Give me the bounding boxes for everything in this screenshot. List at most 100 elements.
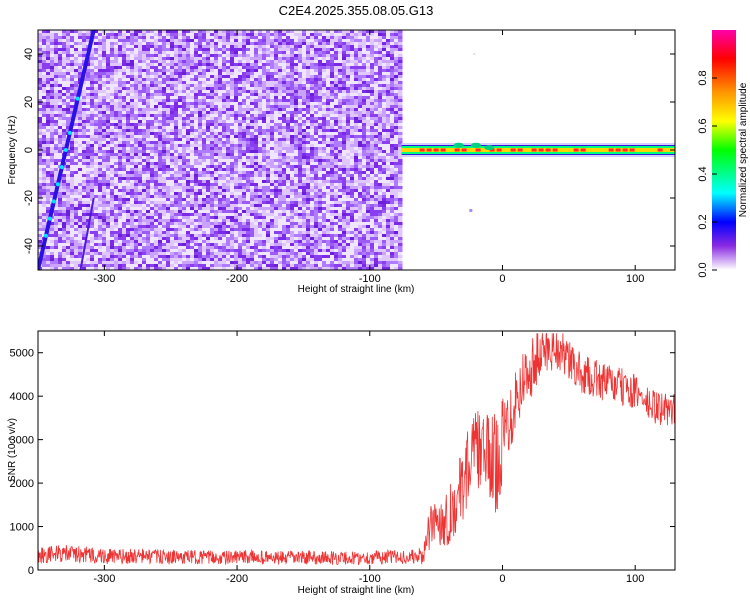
spectrogram-cell bbox=[222, 189, 227, 193]
spectrogram-cell bbox=[78, 129, 83, 133]
spectrogram-cell bbox=[302, 153, 307, 157]
spectrogram-cell bbox=[170, 126, 175, 130]
spectrogram-cell bbox=[306, 156, 311, 160]
spectrogram-cell bbox=[234, 171, 239, 175]
spectrogram-cell bbox=[74, 156, 79, 160]
spectrogram-cell bbox=[38, 66, 43, 70]
spectrogram-cell bbox=[62, 72, 67, 76]
spectrogram-cell bbox=[202, 186, 207, 190]
spectrogram-cell bbox=[182, 150, 187, 154]
spectrogram-cell bbox=[358, 90, 363, 94]
spectrogram-cell bbox=[294, 33, 299, 37]
spectrogram-cell bbox=[198, 177, 203, 181]
spectrogram-cell bbox=[290, 180, 295, 184]
spectrogram-cell bbox=[378, 75, 383, 79]
spectrogram-cell bbox=[54, 93, 59, 97]
spectrogram-cell bbox=[62, 168, 67, 172]
spectrogram-cell bbox=[122, 183, 127, 187]
spectrogram-cell bbox=[186, 171, 191, 175]
spectrogram-cell bbox=[214, 159, 219, 163]
spectrogram-cell bbox=[270, 51, 275, 55]
spectrogram-cell bbox=[218, 30, 223, 34]
spectrogram-cell bbox=[210, 192, 215, 196]
spectrogram-cell bbox=[354, 189, 359, 193]
spectrogram-cell bbox=[306, 87, 311, 91]
spectrogram-cell bbox=[178, 33, 183, 37]
spectrogram-cell bbox=[254, 111, 259, 115]
spectrogram-cell bbox=[222, 165, 227, 169]
spectrogram-cell bbox=[66, 165, 71, 169]
spectrogram-cell bbox=[186, 186, 191, 190]
spectrogram-cell bbox=[58, 78, 63, 82]
spectrogram-cell bbox=[78, 183, 83, 187]
spectrogram-cell bbox=[162, 81, 167, 85]
spectrogram-cell bbox=[194, 105, 199, 109]
spectrogram-cell bbox=[134, 45, 139, 49]
spectrogram-cell bbox=[162, 177, 167, 181]
spectrogram-cell bbox=[106, 150, 111, 154]
spectrogram-cell bbox=[242, 75, 247, 79]
spectrogram-cell bbox=[282, 171, 287, 175]
spectrogram-cell bbox=[370, 72, 375, 76]
spectrogram-cell bbox=[234, 129, 239, 133]
spectrogram-cell bbox=[278, 75, 283, 79]
spectrogram-cell bbox=[398, 69, 403, 73]
spectrogram-cell bbox=[310, 108, 315, 112]
spectrogram-cell bbox=[138, 147, 143, 151]
spectrogram-cell bbox=[222, 63, 227, 67]
spectrogram-cell bbox=[74, 189, 79, 193]
spectrogram-cell bbox=[62, 177, 67, 181]
spectrogram-cell bbox=[114, 69, 119, 73]
spectrogram-cell bbox=[394, 54, 399, 58]
spectrogram-cell bbox=[314, 96, 319, 100]
spectrogram-cell bbox=[170, 165, 175, 169]
spectrogram-cell bbox=[142, 186, 147, 190]
spectrogram-cell bbox=[46, 75, 51, 79]
spectrogram-cell bbox=[282, 138, 287, 142]
spectrogram-cell bbox=[226, 69, 231, 73]
spectrogram-cell bbox=[70, 93, 75, 97]
spectrogram-cell bbox=[38, 114, 43, 118]
spectrogram-cell bbox=[314, 111, 319, 115]
spectrogram-cell bbox=[162, 75, 167, 79]
spectrogram-cell bbox=[230, 105, 235, 109]
spectrogram-cell bbox=[202, 87, 207, 91]
spectrogram-cell bbox=[214, 180, 219, 184]
spectrogram-cell bbox=[62, 99, 67, 103]
spectrogram-cell bbox=[370, 90, 375, 94]
spectrogram-cell bbox=[170, 108, 175, 112]
spectrogram-cell bbox=[322, 159, 327, 163]
spectrogram-cell bbox=[190, 108, 195, 112]
spectrogram-cell bbox=[170, 57, 175, 61]
spectrogram-cell bbox=[66, 153, 71, 157]
spectrogram-cell bbox=[114, 42, 119, 46]
spectrogram-cell bbox=[50, 120, 55, 124]
spectrogram-cell bbox=[386, 90, 391, 94]
spectrogram-cell bbox=[86, 186, 91, 190]
spectrogram-cell bbox=[162, 45, 167, 49]
spectrogram-cell bbox=[138, 189, 143, 193]
spectrogram-cell bbox=[306, 42, 311, 46]
spectrogram-cell bbox=[326, 180, 331, 184]
spectrogram-cell bbox=[286, 87, 291, 91]
spectrogram-cell bbox=[202, 114, 207, 118]
spectrogram-cell bbox=[374, 87, 379, 91]
spectrogram-cell bbox=[390, 36, 395, 40]
spectrogram-cell bbox=[130, 138, 135, 142]
spectrogram-cell bbox=[138, 57, 143, 61]
spectrogram-cell bbox=[326, 111, 331, 115]
spectrogram-cell bbox=[150, 174, 155, 178]
spectrogram-cell bbox=[62, 39, 67, 43]
spectrogram-cell bbox=[362, 138, 367, 142]
spectrogram-cell bbox=[250, 69, 255, 73]
spectrogram-cell bbox=[326, 159, 331, 163]
spectrogram-cell bbox=[142, 150, 147, 154]
spectrogram-cell bbox=[206, 105, 211, 109]
spectrogram-cell bbox=[186, 51, 191, 55]
spectrogram-cell bbox=[326, 141, 331, 145]
spectrogram-cell bbox=[222, 171, 227, 175]
spectrogram-cell bbox=[174, 111, 179, 115]
spectrogram-cell bbox=[70, 51, 75, 55]
spectrogram-cell bbox=[106, 69, 111, 73]
spectrogram-cell bbox=[74, 57, 79, 61]
